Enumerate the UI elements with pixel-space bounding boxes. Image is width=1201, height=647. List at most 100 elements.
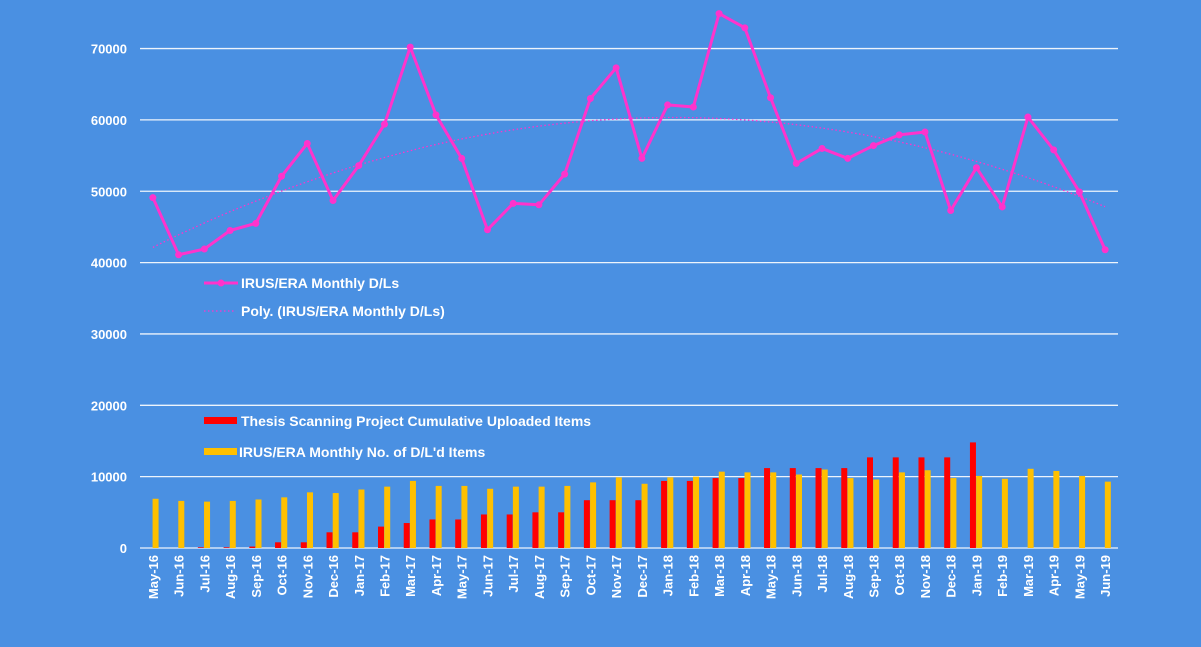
bar-monthly-dld-items (1001, 478, 1008, 548)
bar-cumulative-uploaded (249, 546, 256, 548)
bar-cumulative-uploaded (455, 519, 462, 548)
line-point (947, 207, 955, 215)
line-point (741, 24, 749, 32)
bar-cumulative-uploaded (197, 547, 204, 548)
x-tick-label: Mar-17 (403, 555, 418, 597)
bar-monthly-dld-items (204, 501, 211, 548)
trendline (152, 116, 1106, 248)
bar-monthly-dld-items (898, 472, 905, 548)
bar-monthly-dld-items (667, 477, 674, 548)
y-tick-label: 50000 (91, 184, 127, 199)
y-tick-label: 70000 (91, 42, 127, 57)
bar-cumulative-uploaded (378, 526, 384, 548)
legend-yellow-swatch (204, 448, 237, 455)
bar-monthly-dld-items (847, 478, 854, 548)
legend-label: Thesis Scanning Project Cumulative Uploa… (241, 413, 591, 429)
x-tick-label: Dec-18 (944, 555, 959, 598)
bar-cumulative-uploaded (661, 480, 668, 548)
x-tick-label: May-19 (1072, 555, 1087, 599)
bar-monthly-dld-items (564, 485, 571, 548)
line-point (1050, 146, 1058, 154)
bar-cumulative-uploaded (738, 478, 745, 548)
line-point (509, 199, 517, 207)
bar-cumulative-uploaded (944, 457, 951, 548)
bar-cumulative-uploaded (892, 457, 899, 548)
bar-cumulative-uploaded (867, 457, 873, 548)
bar-monthly-dld-items (950, 478, 957, 548)
x-tick-label: Mar-18 (712, 555, 727, 597)
legend-line-marker (217, 279, 225, 287)
y-tick-label: 0 (120, 541, 127, 556)
bar-monthly-dld-items (384, 486, 391, 548)
bar-monthly-dld-items (332, 493, 339, 548)
bar-monthly-dld-items (409, 480, 416, 548)
x-tick-label: Jul-18 (815, 555, 830, 593)
x-tick-label: Apr-17 (429, 555, 444, 596)
bar-monthly-dld-items (770, 472, 777, 548)
bar-monthly-dld-items (255, 499, 262, 548)
bar-monthly-dld-items (435, 485, 442, 548)
x-tick-label: Apr-18 (738, 555, 753, 596)
bar-cumulative-uploaded (403, 523, 410, 548)
line-point (303, 139, 311, 147)
line-point (638, 154, 646, 162)
bar-cumulative-uploaded (275, 542, 282, 548)
x-tick-label: Jun-16 (172, 555, 187, 597)
line-point (175, 251, 183, 259)
line-point (278, 172, 286, 180)
x-tick-label: Feb-19 (995, 555, 1010, 597)
y-tick-label: 30000 (91, 327, 127, 342)
x-tick-label: Feb-18 (686, 555, 701, 597)
bar-cumulative-uploaded (300, 542, 307, 548)
line-point (1101, 246, 1109, 254)
bar-monthly-dld-items (538, 486, 545, 548)
bar-monthly-dld-items (615, 477, 622, 548)
bar-monthly-dld-items (229, 500, 236, 548)
x-tick-label: May-17 (455, 555, 470, 599)
bar-monthly-dld-items (744, 472, 751, 548)
line-point (689, 103, 697, 111)
x-tick-label: Oct-17 (583, 555, 598, 595)
bar-monthly-dld-items (641, 483, 648, 548)
line-point (226, 226, 234, 234)
line-point (844, 154, 852, 162)
line-point (612, 64, 620, 72)
x-tick-label: Aug-17 (532, 555, 547, 599)
x-tick-label: Nov-16 (300, 555, 315, 598)
x-tick-label: Dec-17 (635, 555, 650, 598)
bar-monthly-dld-items (358, 489, 365, 548)
line-point (870, 142, 877, 150)
bar-cumulative-uploaded (712, 478, 719, 548)
line-point (149, 194, 157, 202)
x-tick-label: Nov-18 (918, 555, 933, 598)
bar-monthly-dld-items (590, 482, 597, 548)
y-tick-label: 40000 (91, 256, 127, 271)
x-tick-label: Jan-19 (969, 555, 984, 596)
y-tick-label: 20000 (91, 398, 127, 413)
bar-cumulative-uploaded (686, 480, 693, 548)
legend-label: IRUS/ERA Monthly D/Ls (241, 275, 399, 291)
bar-monthly-dld-items (512, 486, 519, 548)
x-tick-label: Aug-16 (223, 555, 238, 599)
bar-monthly-dld-items (821, 469, 828, 548)
bar-cumulative-uploaded (969, 442, 976, 548)
legend-label: IRUS/ERA Monthly No. of D/L'd Items (239, 444, 485, 460)
bar-cumulative-uploaded (635, 500, 642, 548)
bar-monthly-dld-items (1027, 468, 1034, 548)
legend-label: Poly. (IRUS/ERA Monthly D/Ls) (241, 303, 445, 319)
bar-monthly-dld-items (873, 479, 880, 548)
bar-cumulative-uploaded (841, 468, 848, 548)
bar-cumulative-uploaded (429, 519, 436, 548)
bar-monthly-dld-items (461, 485, 468, 548)
line-point (586, 94, 594, 102)
bar-cumulative-uploaded (583, 500, 590, 548)
line-point (483, 226, 491, 234)
x-tick-label: Jan-17 (352, 555, 367, 596)
bar-monthly-dld-items (795, 474, 802, 548)
line-point (792, 159, 800, 167)
line-point (1075, 188, 1083, 196)
bar-monthly-dld-items (718, 471, 725, 548)
x-tick-label: Oct-18 (892, 555, 907, 595)
bar-cumulative-uploaded (609, 500, 616, 548)
line-point (406, 43, 414, 51)
